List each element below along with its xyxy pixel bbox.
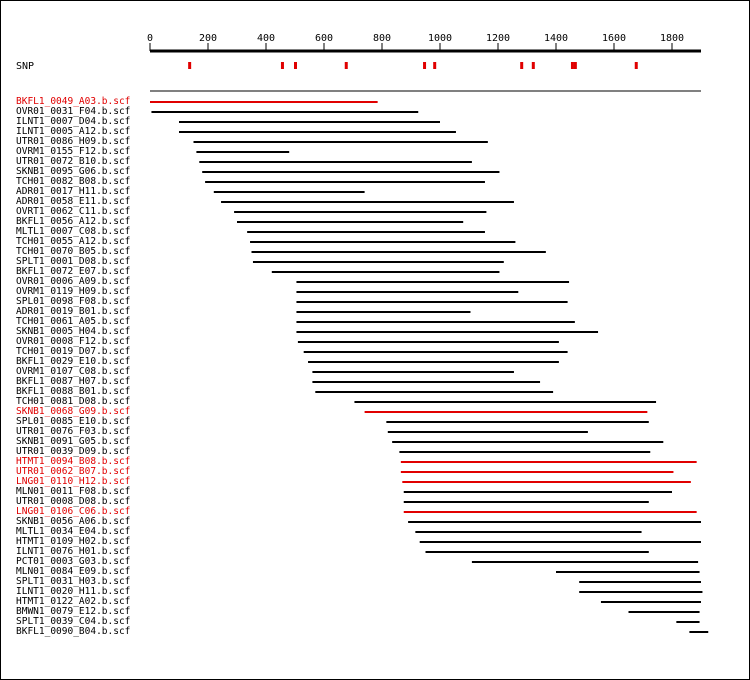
- read-label[interactable]: UTR01_0072_B10.b.scf: [16, 156, 131, 167]
- read-label[interactable]: HTMT1_0109_H02.b.scf: [16, 536, 131, 547]
- axis-tick-label: 1000: [427, 33, 453, 44]
- read-label[interactable]: SKNB1_0095_G06.b.scf: [16, 166, 131, 177]
- read-label[interactable]: OVR01_0008_F12.b.scf: [16, 336, 131, 347]
- read-label[interactable]: BKFL1_0072_E07.b.scf: [16, 266, 131, 277]
- read-label[interactable]: MLTL1_0034_E04.b.scf: [16, 526, 131, 537]
- read-label[interactable]: BKFL1_0087_H07.b.scf: [16, 376, 131, 387]
- snp-marker: [634, 62, 638, 69]
- snp-marker: [188, 62, 192, 69]
- read-label[interactable]: SKNB1_0005_H04.b.scf: [16, 326, 131, 337]
- snp-marker: [520, 62, 524, 69]
- read-label[interactable]: BKFL1_0090_B04.b.scf: [16, 626, 131, 637]
- axis-tick-label: 600: [314, 33, 334, 44]
- read-label[interactable]: TCH01_0070_B05.b.scf: [16, 246, 131, 257]
- read-label[interactable]: TCH01_0061_A05.b.scf: [16, 316, 131, 327]
- axis-tick-label: 1200: [485, 33, 511, 44]
- read-label[interactable]: MLN01_0011_F08.b.scf: [16, 486, 131, 497]
- read-label[interactable]: OVR01_0031_F04.b.scf: [16, 106, 131, 117]
- read-label[interactable]: BKFL1_0029_E10.b.scf: [16, 356, 131, 367]
- read-label[interactable]: MLN01_0084_E09.b.scf: [16, 566, 131, 577]
- read-label[interactable]: SKNB1_0091_G05.b.scf: [16, 436, 131, 447]
- snp-marker: [531, 62, 535, 69]
- read-label[interactable]: BKFL1_0088_B01.b.scf: [16, 386, 131, 397]
- read-label[interactable]: ILNT1_0020_H11.b.scf: [16, 586, 131, 597]
- read-label[interactable]: LNG01_0106_C06.b.scf: [16, 506, 131, 517]
- read-label[interactable]: UTR01_0039_D09.b.scf: [16, 446, 131, 457]
- read-label[interactable]: ADR01_0017_H11.b.scf: [16, 186, 131, 197]
- read-label[interactable]: TCH01_0019_D07.b.scf: [16, 346, 131, 357]
- read-label[interactable]: TCH01_0081_D08.b.scf: [16, 396, 131, 407]
- read-label[interactable]: OVRT1_0062_C11.b.scf: [16, 206, 131, 217]
- read-label[interactable]: HTMT1_0122_A02.b.scf: [16, 596, 131, 607]
- read-label[interactable]: UTR01_0062_B07.b.scf: [16, 466, 131, 477]
- axis-tick-label: 1800: [659, 33, 685, 44]
- read-label[interactable]: BKFL1_0049_A03.b.scf: [16, 96, 131, 107]
- read-label[interactable]: ILNT1_0076_H01.b.scf: [16, 546, 131, 557]
- axis-tick-label: 0: [146, 33, 154, 44]
- read-label[interactable]: OVRM1_0107_C08.b.scf: [16, 366, 131, 377]
- read-label[interactable]: PCT01_0003_G03.b.scf: [16, 556, 131, 567]
- read-label[interactable]: SPL01_0085_E10.b.scf: [16, 416, 131, 427]
- snp-marker: [344, 62, 348, 69]
- snp-marker: [570, 62, 574, 69]
- read-label[interactable]: UTR01_0086_H09.b.scf: [16, 136, 131, 147]
- axis-tick-label: 200: [198, 33, 218, 44]
- read-label[interactable]: ILNT1_0007_D04.b.scf: [16, 116, 131, 127]
- read-label[interactable]: SKNB1_0068_G09.b.scf: [16, 406, 131, 417]
- read-label[interactable]: ADR01_0058_E11.b.scf: [16, 196, 131, 207]
- snp-marker: [423, 62, 427, 69]
- read-label[interactable]: TCH01_0082_B08.b.scf: [16, 176, 131, 187]
- axis-tick-label: 400: [256, 33, 276, 44]
- snp-marker: [294, 62, 297, 69]
- read-label[interactable]: BMWN1_0079_E12.b.scf: [16, 606, 131, 617]
- read-label[interactable]: SKNB1_0056_A06.b.scf: [16, 516, 131, 527]
- read-label[interactable]: BKFL1_0056_A12.b.scf: [16, 216, 131, 227]
- read-label[interactable]: SPLT1_0001_D08.b.scf: [16, 256, 131, 267]
- snp-track-label: SNP: [16, 61, 35, 72]
- snp-marker: [280, 62, 284, 69]
- read-label[interactable]: TCH01_0055_A12.b.scf: [16, 236, 131, 247]
- read-label[interactable]: ADR01_0019_B01.b.scf: [16, 306, 131, 317]
- read-label[interactable]: OVRM1_0119_H09.b.scf: [16, 286, 131, 297]
- read-label[interactable]: SPLT1_0031_H03.b.scf: [16, 576, 131, 587]
- read-label[interactable]: OVRM1_0155_F12.b.scf: [16, 146, 131, 157]
- read-label[interactable]: HTMT1_0094_B08.b.scf: [16, 456, 131, 467]
- read-label[interactable]: MLTL1_0007_C08.b.scf: [16, 226, 131, 237]
- read-label[interactable]: SPL01_0098_F08.b.scf: [16, 296, 131, 307]
- read-label[interactable]: UTR01_0008_D08.b.scf: [16, 496, 131, 507]
- read-label[interactable]: UTR01_0076_F03.b.scf: [16, 426, 131, 437]
- axis-tick-label: 1400: [543, 33, 569, 44]
- read-label[interactable]: OVR01_0006_A09.b.scf: [16, 276, 131, 287]
- axis-tick-label: 800: [372, 33, 392, 44]
- read-label[interactable]: ILNT1_0005_A12.b.scf: [16, 126, 131, 137]
- snp-marker: [433, 62, 437, 69]
- snp-marker: [573, 62, 577, 69]
- read-label[interactable]: LNG01_0110_H12.b.scf: [16, 476, 131, 487]
- axis-tick-label: 1600: [601, 33, 627, 44]
- read-label[interactable]: SPLT1_0039_C04.b.scf: [16, 616, 131, 627]
